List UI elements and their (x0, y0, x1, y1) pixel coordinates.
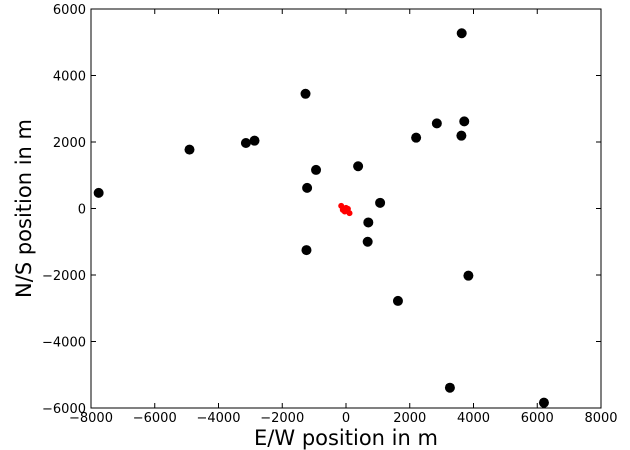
station-point (362, 236, 373, 247)
x-tick-label: −2000 (260, 411, 304, 426)
station-point (375, 197, 386, 208)
x-tick-label: −6000 (133, 411, 177, 426)
y-tick-label: 4000 (53, 70, 86, 85)
x-tick-label: 8000 (584, 411, 617, 426)
station-point (184, 144, 195, 155)
core-point (346, 210, 353, 217)
station-point (353, 161, 364, 172)
station-point (300, 88, 311, 99)
x-tick-label: −4000 (197, 411, 241, 426)
y-tick-label: −6000 (42, 402, 86, 417)
x-tick-label: 4000 (457, 411, 490, 426)
x-tick-label: 0 (342, 411, 350, 426)
station-point (240, 137, 251, 148)
station-point (444, 382, 455, 393)
station-point (363, 217, 374, 228)
y-tick-label: −2000 (42, 269, 86, 284)
y-axis-title: N/S position in m (12, 119, 36, 298)
station-point (249, 135, 260, 146)
station-point (538, 397, 549, 408)
station-point (392, 295, 403, 306)
y-tick-label: 6000 (53, 3, 86, 18)
station-point (411, 132, 422, 143)
y-tick-label: −4000 (42, 336, 86, 351)
station-point (311, 164, 322, 175)
station-point (302, 182, 313, 193)
station-point (301, 245, 312, 256)
station-point (463, 270, 474, 281)
plot-layer: −8000 −6000 −4000 −2000 0 2000 4000 6000 8000−60… (42, 3, 618, 426)
plot-frame (90, 8, 602, 409)
station-point (459, 116, 470, 127)
station-point (93, 187, 104, 198)
x-tick-label: 6000 (521, 411, 554, 426)
x-tick-label: 2000 (393, 411, 426, 426)
station-point (456, 130, 467, 141)
station-point (456, 28, 467, 39)
station-point (431, 118, 442, 129)
y-tick-label: 2000 (53, 136, 86, 151)
y-tick-label: 0 (78, 203, 86, 218)
x-axis-title: E/W position in m (254, 426, 438, 450)
x-tick-label: −8000 (69, 411, 113, 426)
